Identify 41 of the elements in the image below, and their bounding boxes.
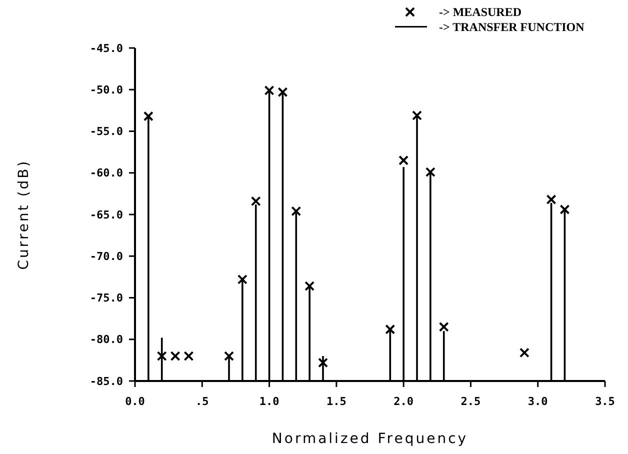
- point: [184, 351, 194, 362]
- point: [438, 322, 449, 332]
- point: [156, 351, 167, 362]
- point: [318, 358, 328, 368]
- point: [278, 87, 288, 98]
- y-tick-label: -75.0: [90, 292, 123, 305]
- point: [546, 194, 556, 205]
- y-tick-label: -50.0: [90, 83, 123, 96]
- point: [412, 110, 422, 120]
- point: [170, 351, 180, 362]
- point: [425, 167, 436, 178]
- point: [264, 85, 274, 96]
- legend-label: -> MEASURED: [439, 5, 522, 19]
- x-tick-label: 0.0: [125, 395, 145, 408]
- point: [519, 348, 530, 358]
- x-tick-label: 1.0: [259, 395, 280, 408]
- x-tick-label: 2.0: [394, 395, 414, 408]
- legend-label: -> TRANSFER FUNCTION: [439, 20, 585, 34]
- point: [560, 204, 570, 215]
- point: [143, 111, 154, 122]
- y-axis-title: Current (dB): [16, 159, 32, 270]
- y-tick-label: -80.0: [90, 333, 123, 346]
- x-tick-label: 1.5: [326, 395, 346, 408]
- x-axis-title: Normalized Frequency: [272, 431, 468, 447]
- y-tick-label: -45.0: [90, 42, 123, 55]
- y-tick-label: -55.0: [90, 125, 123, 138]
- point: [250, 196, 261, 206]
- x-tick-label: 3.0: [528, 395, 548, 408]
- x-tick-label: .5: [196, 395, 209, 408]
- x-tick-label: 2.5: [460, 395, 481, 408]
- y-tick-label: -70.0: [90, 250, 123, 263]
- point: [398, 155, 409, 166]
- point: [304, 281, 315, 292]
- point: [224, 351, 234, 362]
- y-tick-label: -85.0: [90, 374, 123, 388]
- point: [291, 206, 302, 216]
- y-tick-label: -65.0: [90, 208, 123, 222]
- y-tick-label: -60.0: [90, 166, 123, 180]
- x-tick-label: 3.5: [595, 395, 615, 408]
- point: [237, 274, 248, 284]
- point: [385, 324, 396, 334]
